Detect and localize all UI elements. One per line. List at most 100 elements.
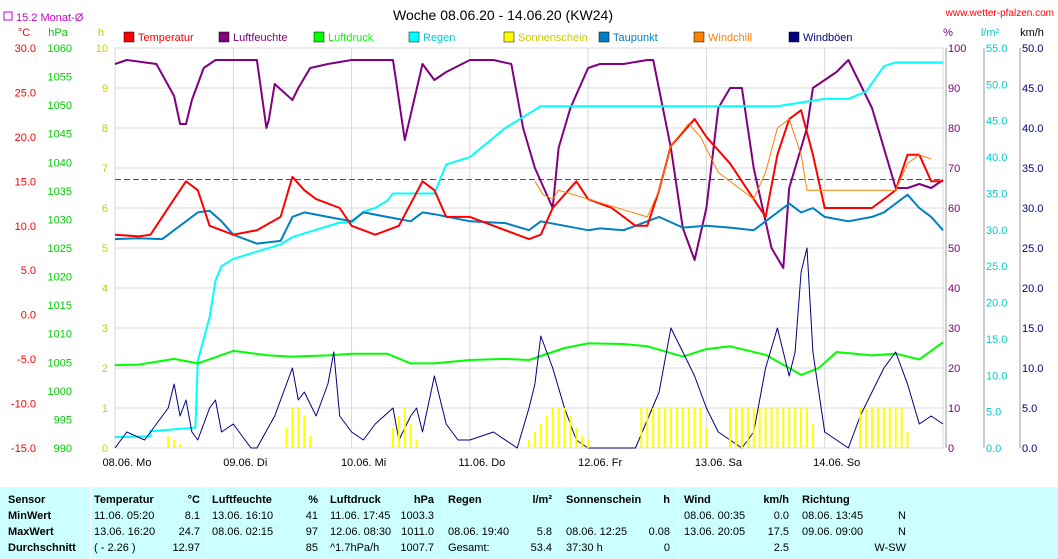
sunshine-bar (859, 408, 862, 448)
sunshine-bar (533, 432, 536, 448)
temperature-tick: -15.0 (11, 443, 36, 455)
temperature-tick: 10.0 (15, 221, 36, 233)
rain-tick: 30.0 (986, 225, 1007, 237)
sunshine-bar (391, 428, 394, 448)
rain-tick: 0.0 (986, 443, 1001, 455)
pressure-tick: 1040 (48, 157, 72, 169)
legend-label: Temperatur (138, 32, 194, 44)
sunshine-bar (297, 408, 300, 448)
table-divider (679, 487, 680, 559)
pressure-tick: 995 (54, 414, 72, 426)
chart-grid (114, 47, 944, 449)
rain-tick: 25.0 (986, 261, 1007, 273)
temperature-tick: -10.0 (11, 399, 36, 411)
cell-value: 17.5 (767, 526, 789, 538)
table-header: Luftdruck (330, 494, 381, 506)
sunshine-bar (403, 408, 406, 448)
wind-unit: km/h (1020, 27, 1044, 39)
cell-time: 08.06. 13:45 (802, 510, 864, 522)
temperature-tick: 20.0 (15, 132, 36, 144)
wind-tick: 20.0 (1022, 283, 1043, 295)
source-link[interactable]: www.wetter-pfalzen.com (945, 8, 1054, 19)
wind-tick: 10.0 (1022, 363, 1043, 375)
sunshine-unit: h (98, 27, 104, 39)
cell-value: 1007.7 (400, 542, 434, 554)
sunshine-bar (397, 416, 400, 448)
temperature-tick: 30.0 (15, 43, 36, 55)
sunshine-bar (575, 428, 578, 448)
table-header: Temperatur (94, 494, 154, 506)
row-label: MaxWert (8, 526, 54, 538)
sunshine-tick: 10 (96, 43, 108, 55)
sunshine-bar (569, 416, 572, 448)
pressure-tick: 1000 (48, 386, 72, 398)
sunshine-bar (746, 408, 749, 448)
cell-value: 97 (305, 526, 318, 538)
x-tick-label: 14.06. So (813, 457, 860, 469)
sunshine-bar (805, 408, 808, 448)
rain-tick: 55.0 (986, 43, 1007, 55)
table-header: h (663, 494, 670, 506)
table-header: km/h (763, 494, 789, 506)
sunshine-bar (776, 408, 779, 448)
series-temperatur (114, 109, 943, 241)
rain-tick: 20.0 (986, 298, 1007, 310)
series-regen (114, 61, 943, 439)
pressure-tick: 1060 (48, 43, 72, 55)
sunshine-bar (557, 408, 560, 448)
legend-swatch (408, 31, 420, 43)
rain-tick: 5.0 (986, 407, 1001, 419)
sunshine-bar (658, 408, 661, 448)
sunshine-bar (740, 408, 743, 448)
sunshine-bar (652, 408, 655, 448)
sunshine-tick: 9 (102, 83, 108, 95)
rain-tick: 15.0 (986, 334, 1007, 346)
rain-tick: 50.0 (986, 79, 1007, 91)
legend-swatch (598, 31, 610, 43)
table-header: °C (187, 494, 200, 506)
x-tick-label: 09.06. Di (223, 457, 267, 469)
cell-time: 11.06. 05:20 (94, 510, 155, 522)
rain-tick: 40.0 (986, 152, 1007, 164)
humidity-tick: 60 (948, 203, 960, 215)
cell-time: 12.06. 08:30 (330, 526, 392, 538)
sunshine-bar (563, 408, 566, 448)
legend-label: Windböen (803, 32, 853, 44)
sunshine-bar (758, 408, 761, 448)
pressure-tick: 1015 (48, 300, 72, 312)
table-divider (443, 487, 444, 559)
row-label: MinWert (8, 510, 52, 522)
sunshine-tick: 5 (102, 243, 108, 255)
cell-value: 24.7 (178, 526, 200, 538)
table-divider (797, 487, 798, 559)
cell-time: 13.06. 16:20 (94, 526, 156, 538)
sunshine-tick: 2 (102, 363, 108, 375)
cell-value: 85 (305, 542, 318, 554)
series-windchill (534, 118, 932, 218)
cell-time: 09.06. 09:00 (802, 526, 864, 538)
cell-value: 2.5 (773, 542, 789, 554)
rain-tick: 45.0 (986, 116, 1007, 128)
table-divider (207, 487, 208, 559)
sunshine-bar (173, 440, 176, 448)
legend-swatch (313, 31, 325, 43)
monthly-avg-label: 15.2 Monat-Ø (16, 12, 84, 24)
cell-value: W-SW (874, 542, 906, 554)
sunshine-bar (640, 408, 643, 448)
cell-time: 13.06. 16:10 (212, 510, 274, 522)
table-header: l/m² (532, 494, 552, 506)
cell-time: 13.06. 20:05 (684, 526, 746, 538)
table-header: Wind (684, 494, 711, 506)
sunshine-bar (409, 424, 412, 448)
sunshine-bar (865, 408, 868, 448)
sunshine-bar (179, 444, 182, 448)
sunshine-bar (882, 408, 885, 448)
wind-tick: 35.0 (1022, 163, 1043, 175)
humidity-tick: 70 (948, 163, 960, 175)
wind-tick: 0.0 (1022, 443, 1037, 455)
cell-value: 8.1 (184, 510, 200, 522)
legend-swatch (123, 31, 135, 43)
cell-value: 53.4 (530, 542, 552, 554)
sunshine-bar (871, 408, 874, 448)
series-taupunkt (114, 193, 944, 245)
